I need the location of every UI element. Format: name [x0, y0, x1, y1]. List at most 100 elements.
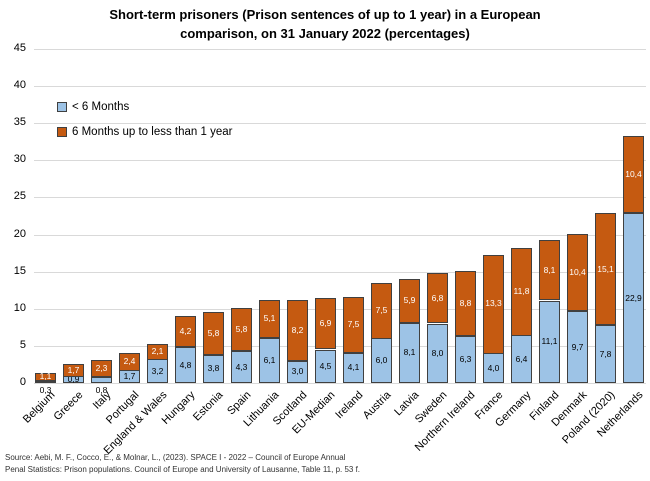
bar-segment-6-months-to-1-year	[35, 373, 56, 381]
legend-item-6-months-to-1-year: 6 Months up to less than 1 year	[57, 119, 232, 144]
bar-segment-under-6-months	[539, 301, 560, 383]
gridline	[34, 160, 646, 161]
y-axis-tick-label: 45	[13, 42, 26, 54]
bar-value-label: 6,3	[459, 354, 472, 364]
gridline	[34, 346, 646, 347]
bar-value-label: 22,9	[625, 293, 642, 303]
gridline	[34, 123, 646, 124]
bar-value-label: 0,3	[39, 385, 52, 395]
bar-value-label: 5,9	[403, 295, 416, 305]
bar-segment-6-months-to-1-year	[455, 271, 476, 336]
bar-value-label: 1,7	[67, 365, 80, 375]
bar-segment-6-months-to-1-year	[203, 312, 224, 355]
bar-segment-under-6-months	[35, 381, 56, 383]
bar-value-label: 8,1	[403, 347, 416, 357]
bar-segment-under-6-months	[399, 323, 420, 383]
bar-segment-under-6-months	[259, 338, 280, 383]
bar-segment-under-6-months	[315, 350, 336, 383]
bar-segment-6-months-to-1-year	[483, 255, 504, 354]
bar-segment-6-months-to-1-year	[567, 234, 588, 311]
legend: < 6 Months 6 Months up to less than 1 ye…	[57, 94, 232, 144]
bar-value-label: 7,5	[375, 305, 388, 315]
chart-title: Short-term prisoners (Prison sentences o…	[109, 7, 541, 41]
bar-value-label: 4,0	[487, 363, 500, 373]
bar-segment-6-months-to-1-year	[63, 364, 84, 377]
bar-segment-6-months-to-1-year	[231, 308, 252, 351]
bar-value-label: 4,5	[319, 361, 332, 371]
legend-swatch-orange	[57, 126, 67, 137]
bar-value-label: 2,4	[123, 356, 136, 366]
bar-segment-under-6-months	[287, 361, 308, 383]
y-axis-tick-label: 5	[19, 339, 26, 351]
bar-segment-6-months-to-1-year	[371, 283, 392, 339]
legend-label-6-months-to-1-year: 6 Months up to less than 1 year	[72, 125, 233, 138]
bar-segment-6-months-to-1-year	[623, 136, 644, 213]
bar-value-label: 8,8	[459, 298, 472, 308]
gridline	[34, 383, 646, 384]
gridline	[34, 309, 646, 310]
bar-segment-under-6-months	[623, 213, 644, 383]
y-axis-tick-label: 10	[13, 302, 26, 314]
bar-value-label: 7,5	[347, 319, 360, 329]
bar-value-label: 15,1	[597, 264, 614, 274]
bar-segment-6-months-to-1-year	[287, 300, 308, 361]
bar-value-label: 5,8	[207, 328, 220, 338]
bar-value-label: 8,2	[291, 325, 304, 335]
y-axis-tick-label: 40	[13, 79, 26, 91]
y-axis-tick-label: 20	[13, 228, 26, 240]
gridline	[34, 272, 646, 273]
bar-segment-6-months-to-1-year	[175, 316, 196, 347]
bar-value-label: 3,8	[207, 363, 220, 373]
bar-segment-under-6-months	[231, 351, 252, 383]
bar-segment-under-6-months	[175, 347, 196, 383]
gridline	[34, 49, 646, 50]
bar-value-label: 1,1	[39, 371, 52, 381]
legend-label-under-6-months: < 6 Months	[72, 100, 130, 113]
bar-segment-6-months-to-1-year	[399, 279, 420, 323]
source-note: Source: Aebi, M. F., Cocco, E., & Molnar…	[5, 452, 360, 477]
bar-value-label: 9,7	[571, 342, 584, 352]
legend-item-under-6-months: < 6 Months	[57, 94, 232, 119]
bar-segment-6-months-to-1-year	[427, 273, 448, 323]
bar-value-label: 2,1	[151, 346, 164, 356]
bar-segment-under-6-months	[343, 353, 364, 383]
bar-value-label: 13,3	[485, 298, 502, 308]
bar-value-label: 6,8	[431, 293, 444, 303]
bar-value-label: 4,8	[179, 360, 192, 370]
bar-segment-6-months-to-1-year	[91, 360, 112, 377]
bar-value-label: 0,8	[95, 385, 108, 395]
bar-value-label: 7,8	[599, 349, 612, 359]
source-line-1: Source: Aebi, M. F., Cocco, E., & Molnar…	[5, 453, 346, 462]
source-line-2: Penal Statistics: Prison populations. Co…	[5, 465, 361, 475]
bar-segment-6-months-to-1-year	[539, 240, 560, 300]
bar-value-label: 4,1	[347, 362, 360, 372]
bar-value-label: 1,7	[123, 371, 136, 381]
bar-segment-6-months-to-1-year	[315, 298, 336, 349]
bar-segment-under-6-months	[567, 311, 588, 383]
bar-segment-under-6-months	[595, 325, 616, 383]
bar-value-label: 2,3	[95, 363, 108, 373]
bar-value-label: 4,2	[179, 326, 192, 336]
bar-segment-6-months-to-1-year	[119, 353, 140, 371]
bar-segment-6-months-to-1-year	[259, 300, 280, 338]
bar-value-label: 0,9	[67, 374, 80, 384]
bar-value-label: 5,8	[235, 324, 248, 334]
bar-value-label: 11,1	[541, 336, 558, 346]
bar-value-label: 4,3	[235, 362, 248, 372]
y-axis-tick-label: 25	[13, 190, 26, 202]
bar-value-label: 3,0	[291, 366, 304, 376]
gridline	[34, 197, 646, 198]
gridline	[34, 86, 646, 87]
bar-segment-6-months-to-1-year	[343, 297, 364, 353]
bar-value-label: 8,1	[543, 265, 556, 275]
bar-value-label: 8,0	[431, 348, 444, 358]
bar-segment-6-months-to-1-year	[511, 248, 532, 336]
bar-segment-under-6-months	[91, 377, 112, 383]
gridline	[34, 235, 646, 236]
bar-segment-6-months-to-1-year	[595, 213, 616, 325]
y-axis-tick-label: 30	[13, 153, 26, 165]
bar-value-label: 3,2	[151, 366, 164, 376]
bar-value-label: 6,0	[375, 355, 388, 365]
